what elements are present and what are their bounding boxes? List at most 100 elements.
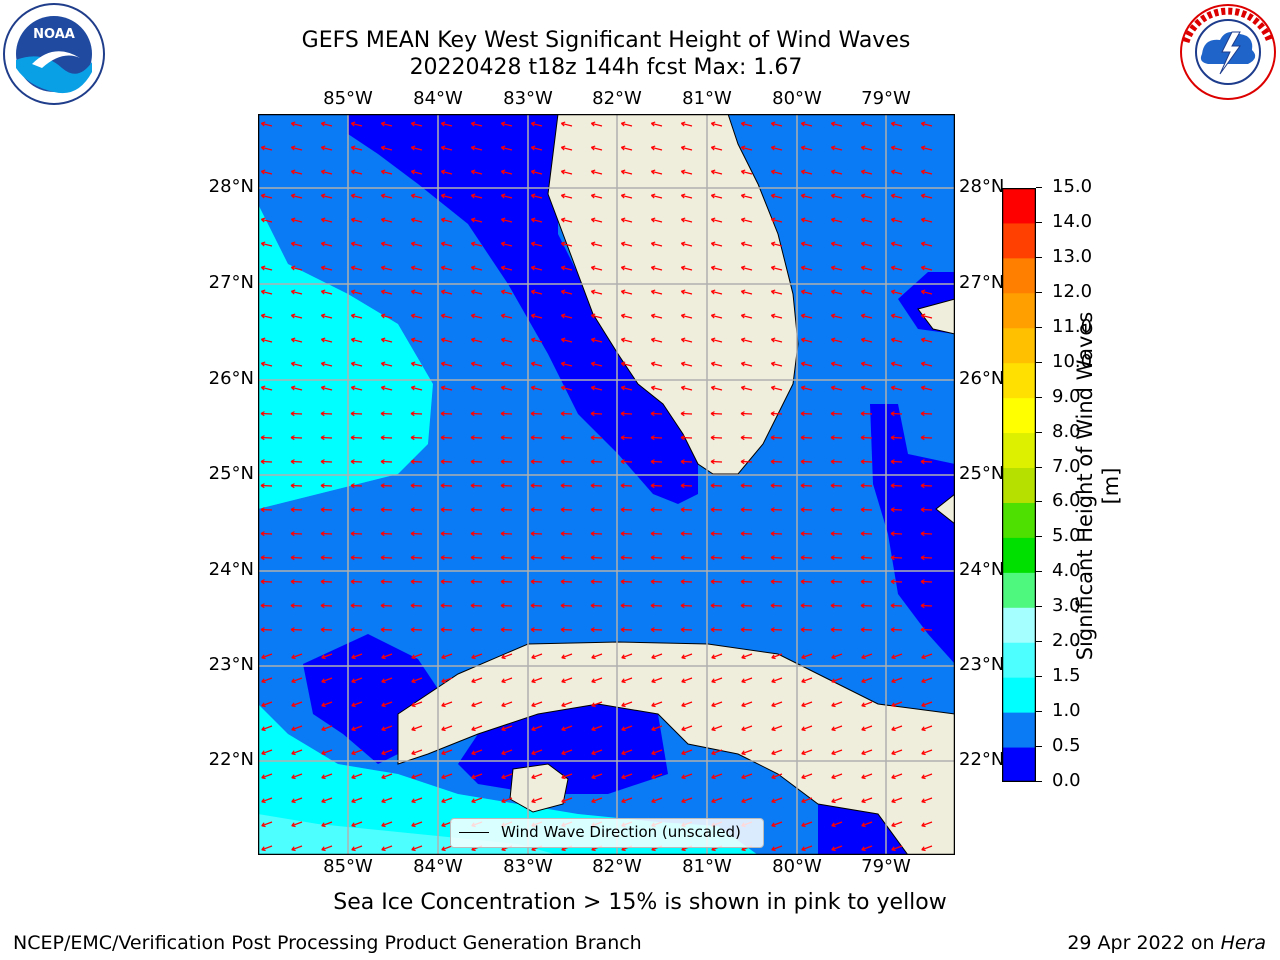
wave-direction-arrow <box>590 289 603 295</box>
wave-direction-arrow <box>680 555 693 561</box>
wave-direction-arrow <box>590 217 603 223</box>
wave-direction-arrow <box>680 121 693 127</box>
wave-direction-arrow <box>830 435 843 441</box>
wave-direction-arrow <box>710 507 723 513</box>
wave-direction-arrow <box>770 483 783 489</box>
wave-direction-arrow <box>350 627 363 633</box>
wave-direction-arrow <box>321 845 333 852</box>
wave-direction-arrow <box>710 145 723 151</box>
wave-direction-arrow <box>650 217 663 223</box>
wave-direction-arrow <box>800 579 813 585</box>
wave-direction-arrow <box>770 603 783 609</box>
wave-direction-arrow <box>531 749 543 756</box>
wave-direction-arrow <box>680 289 693 295</box>
wave-direction-arrow <box>650 145 663 151</box>
wave-direction-arrow <box>591 749 603 756</box>
wave-direction-arrow <box>470 337 483 343</box>
wave-direction-arrow <box>861 797 873 804</box>
wave-direction-arrow <box>800 435 813 441</box>
wave-direction-arrow <box>920 193 933 199</box>
wave-direction-arrow <box>440 145 453 151</box>
legend-line-icon <box>459 832 489 833</box>
wave-direction-arrow <box>620 579 633 585</box>
wave-direction-arrow <box>530 627 543 633</box>
wave-direction-arrow <box>741 701 753 708</box>
wave-direction-arrow <box>500 459 513 465</box>
wave-direction-arrow <box>650 337 663 343</box>
wave-direction-arrow <box>380 555 393 561</box>
wave-direction-arrow <box>411 821 423 828</box>
wave-direction-arrow <box>560 483 573 489</box>
colorbar-segment <box>1002 572 1036 608</box>
wave-direction-arrow <box>920 265 933 271</box>
wave-direction-arrow <box>650 531 663 537</box>
wave-direction-arrow <box>530 217 543 223</box>
wave-direction-arrow <box>800 411 813 417</box>
wave-direction-arrow <box>530 603 543 609</box>
wave-direction-arrow <box>620 241 633 247</box>
wave-direction-arrow <box>861 701 873 708</box>
colorbar-segment <box>1002 327 1036 364</box>
wave-direction-arrow <box>470 313 483 319</box>
wave-direction-arrow <box>890 121 903 127</box>
wave-direction-arrow <box>800 121 813 127</box>
wave-direction-arrow <box>500 385 513 391</box>
wave-direction-arrow <box>741 725 753 732</box>
wave-direction-arrow <box>651 701 663 708</box>
wave-direction-arrow <box>800 217 813 223</box>
wave-direction-arrow <box>921 653 933 660</box>
wave-direction-arrow <box>830 507 843 513</box>
wave-direction-arrow <box>890 483 903 489</box>
wave-direction-arrow <box>560 169 573 175</box>
wave-direction-arrow <box>380 241 393 247</box>
wave-direction-arrow <box>350 217 363 223</box>
wave-direction-arrow <box>831 773 843 780</box>
wave-direction-arrow <box>920 121 933 127</box>
wave-direction-arrow <box>890 193 903 199</box>
lon-tick-top: 84°W <box>413 88 463 109</box>
wave-direction-arrow <box>410 361 423 367</box>
wave-direction-arrow <box>680 483 693 489</box>
wave-direction-arrow <box>500 289 513 295</box>
wave-direction-arrow <box>710 265 723 271</box>
colorbar-tick-label: 0.5 <box>1052 735 1081 757</box>
wave-direction-arrow <box>770 193 783 199</box>
wave-height-map <box>258 114 955 855</box>
colorbar-tick-label: 14.0 <box>1052 210 1093 232</box>
wave-direction-arrow <box>831 749 843 756</box>
wave-direction-arrow <box>741 677 753 684</box>
wave-direction-arrow <box>710 555 723 561</box>
lat-tick-left: 26°N <box>208 368 254 389</box>
wave-direction-arrow <box>830 361 843 367</box>
wave-direction-arrow <box>620 289 633 295</box>
wave-direction-arrow <box>471 797 483 804</box>
wave-direction-arrow <box>320 121 333 127</box>
wave-direction-arrow <box>621 797 633 804</box>
wave-direction-arrow <box>740 289 753 295</box>
wave-direction-arrow <box>710 337 723 343</box>
wave-direction-arrow <box>560 411 573 417</box>
wave-direction-arrow <box>801 749 813 756</box>
wave-direction-arrow <box>440 337 453 343</box>
wave-direction-arrow <box>771 845 783 852</box>
wave-direction-arrow <box>861 845 873 852</box>
wave-direction-arrow <box>800 145 813 151</box>
wave-direction-arrow <box>710 435 723 441</box>
nws-logo-icon <box>1180 4 1276 100</box>
wave-direction-arrow <box>740 361 753 367</box>
wave-direction-arrow <box>620 313 633 319</box>
wave-direction-arrow <box>440 507 453 513</box>
wave-direction-arrow <box>501 749 513 756</box>
wave-direction-arrow <box>680 435 693 441</box>
wave-direction-arrow <box>800 265 813 271</box>
wave-direction-arrow <box>830 531 843 537</box>
wave-direction-arrow <box>530 121 543 127</box>
colorbar-segment <box>1002 642 1036 678</box>
wave-direction-arrow <box>830 337 843 343</box>
wave-direction-arrow <box>470 627 483 633</box>
wave-direction-arrow <box>560 265 573 271</box>
wave-direction-arrow <box>411 677 423 684</box>
wave-direction-arrow <box>591 725 603 732</box>
wave-direction-arrow <box>261 821 273 828</box>
wave-direction-arrow <box>680 507 693 513</box>
